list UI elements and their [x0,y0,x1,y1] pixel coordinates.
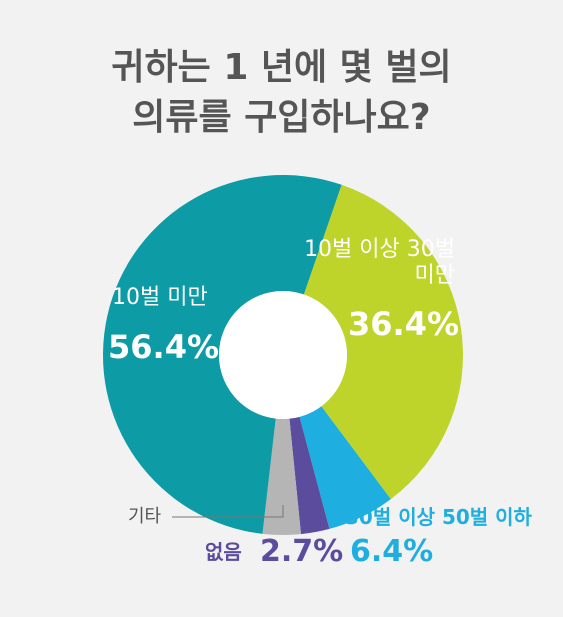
slice [262,418,302,535]
slice-label: 10벌 미만 [112,285,208,310]
value-label: 6.4% [350,534,434,569]
leader-line [172,505,284,518]
slice-label: 없음 [205,540,242,564]
chart-title: 의류를 구입하나요? [132,97,431,138]
donut-hole [219,291,347,419]
slice [299,406,391,529]
slice [289,416,330,535]
chart-title: 귀하는 1 년에 몇 벌의 [111,47,452,88]
value-label: 56.4% [108,328,220,366]
value-label: 2.7% [260,534,344,569]
slice [303,184,464,500]
slice-label: 30벌 이상 50벌 이하 [345,505,532,529]
slice [102,174,342,534]
slice-label: 기타 [128,506,162,527]
slice-label: 10벌 이상 30벌 미만 [304,237,455,289]
value-label: 36.4% [348,305,460,343]
